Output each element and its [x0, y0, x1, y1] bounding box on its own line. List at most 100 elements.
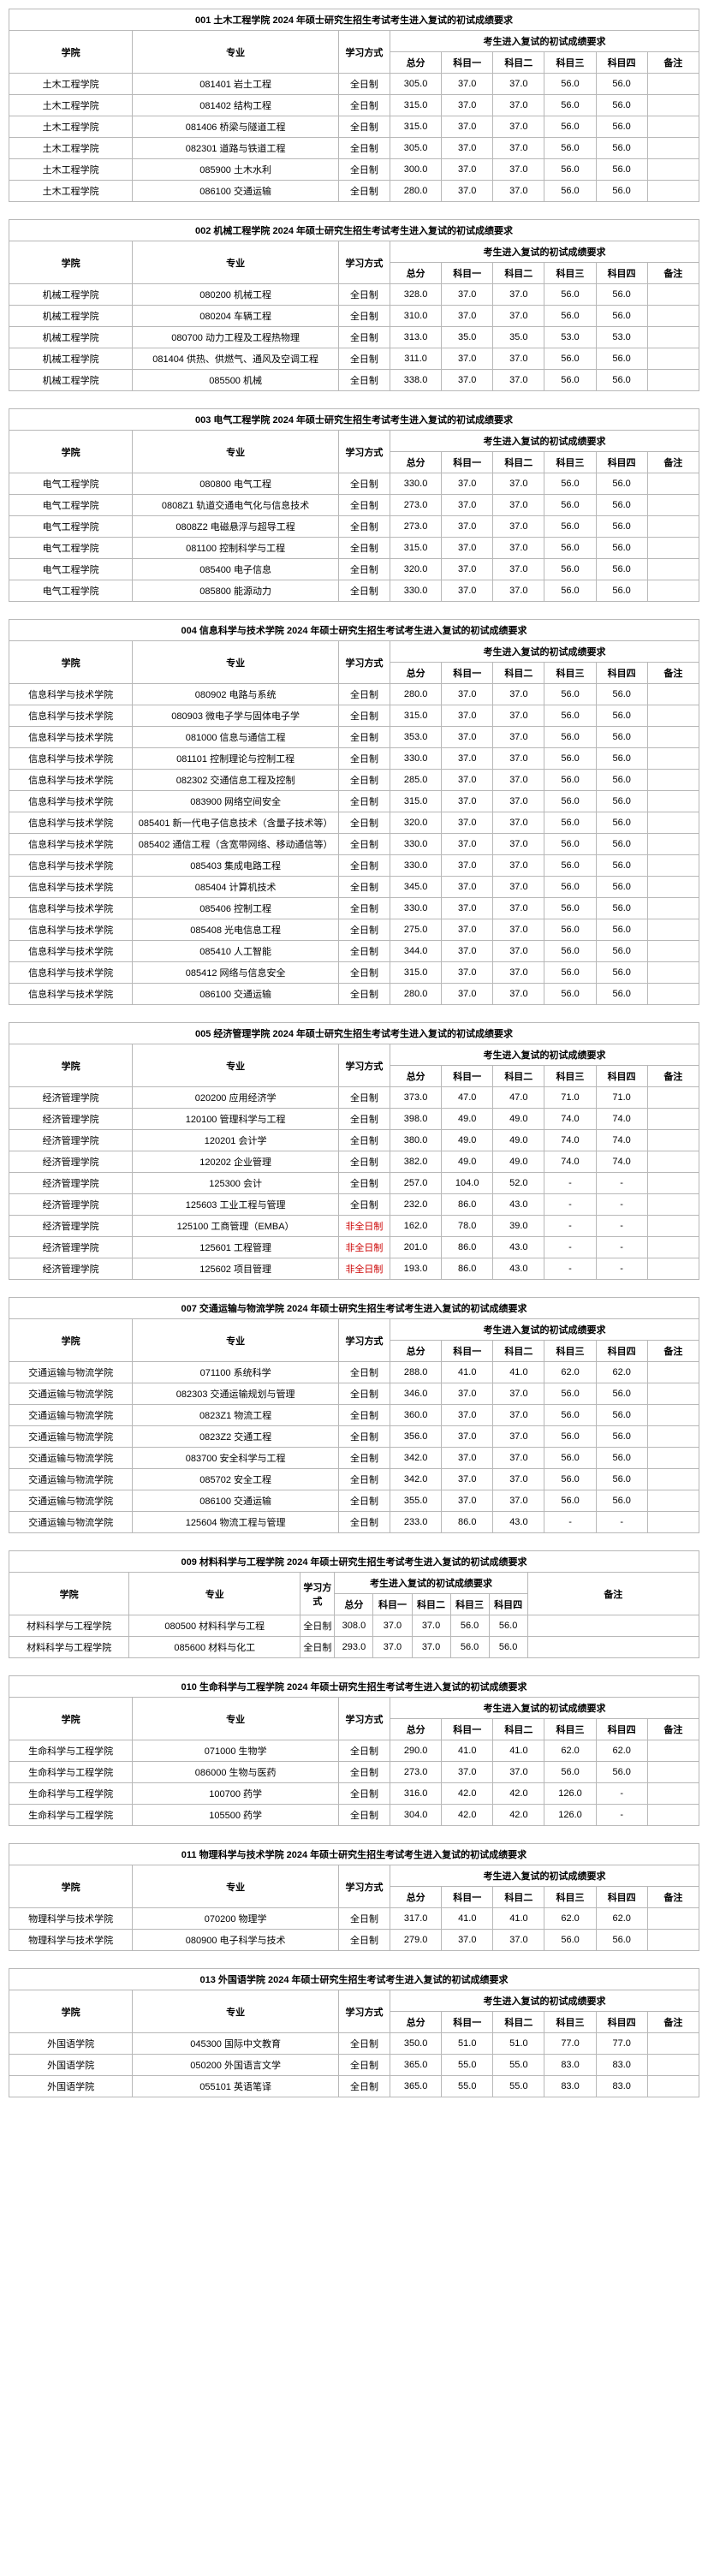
cell: 56.0: [544, 559, 596, 580]
cell: 经济管理学院: [9, 1237, 133, 1258]
cell: 086100 交通运输: [133, 1490, 339, 1512]
hdr-note: 备注: [647, 1341, 699, 1362]
score-table: 009 材料科学与工程学院 2024 年硕士研究生招生考试考生进入复试的初试成绩…: [9, 1550, 699, 1658]
table-row: 信息科学与技术学院085404 计算机技术全日制345.037.037.056.…: [9, 877, 699, 898]
cell: 全日制: [338, 1762, 390, 1783]
cell: 37.0: [442, 1448, 493, 1469]
cell: 37.0: [493, 348, 544, 370]
hdr-s2: 科目二: [493, 52, 544, 74]
cell: [647, 962, 699, 984]
cell: 机械工程学院: [9, 284, 133, 306]
cell: 257.0: [390, 1173, 442, 1194]
cell: 材料科学与工程学院: [9, 1615, 129, 1637]
cell: 125603 工业工程与管理: [133, 1194, 339, 1216]
cell: 信息科学与技术学院: [9, 770, 133, 791]
table-row: 信息科学与技术学院081101 控制理论与控制工程全日制330.037.037.…: [9, 748, 699, 770]
cell: 37.0: [412, 1615, 450, 1637]
cell: 37.0: [493, 284, 544, 306]
table-row: 电气工程学院0808Z2 电磁悬浮与超导工程全日制273.037.037.056…: [9, 516, 699, 538]
cell: 交通运输与物流学院: [9, 1512, 133, 1533]
cell: 382.0: [390, 1151, 442, 1173]
table-row: 信息科学与技术学院080903 微电子学与固体电子学全日制315.037.037…: [9, 705, 699, 727]
cell: 56.0: [596, 370, 647, 391]
cell: 120100 管理科学与工程: [133, 1109, 339, 1130]
cell: [647, 74, 699, 95]
cell: 055101 英语笔译: [133, 2076, 339, 2097]
cell: 土木工程学院: [9, 138, 133, 159]
cell: 56.0: [596, 138, 647, 159]
hdr-req: 考生进入复试的初试成绩要求: [335, 1573, 527, 1594]
cell: [527, 1637, 699, 1658]
cell: 62.0: [544, 1740, 596, 1762]
cell: [647, 1362, 699, 1383]
cell: 83.0: [544, 2076, 596, 2097]
table-row: 交通运输与物流学院082303 交通运输规划与管理全日制346.037.037.…: [9, 1383, 699, 1405]
table-row: 交通运输与物流学院0823Z1 物流工程全日制360.037.037.056.0…: [9, 1405, 699, 1426]
hdr-s4: 科目四: [596, 663, 647, 684]
cell: 56.0: [544, 284, 596, 306]
cell: 37.0: [442, 1490, 493, 1512]
hdr-s1: 科目一: [442, 1719, 493, 1740]
cell: 43.0: [493, 1237, 544, 1258]
cell: 74.0: [596, 1151, 647, 1173]
table-row: 交通运输与物流学院071100 系统科学全日制288.041.041.062.0…: [9, 1362, 699, 1383]
hdr-note: 备注: [647, 1066, 699, 1087]
hdr-note: 备注: [647, 1887, 699, 1908]
hdr-req: 考生进入复试的初试成绩要求: [390, 1698, 699, 1719]
cell: -: [596, 1237, 647, 1258]
cell: [647, 791, 699, 812]
cell: 56.0: [489, 1615, 527, 1637]
cell: 56.0: [544, 95, 596, 116]
cell: -: [544, 1512, 596, 1533]
cell: 37.0: [442, 538, 493, 559]
cell: 37.0: [442, 962, 493, 984]
cell: 56.0: [596, 181, 647, 202]
cell: [647, 1512, 699, 1533]
hdr-total: 总分: [390, 452, 442, 473]
cell: 56.0: [544, 1383, 596, 1405]
hdr-req: 考生进入复试的初试成绩要求: [390, 641, 699, 663]
cell: -: [544, 1216, 596, 1237]
cell: 56.0: [544, 705, 596, 727]
table-row: 机械工程学院080700 动力工程及工程热物理全日制313.035.035.05…: [9, 327, 699, 348]
cell: 56.0: [596, 1930, 647, 1951]
cell: [647, 1805, 699, 1826]
cell: 全日制: [338, 580, 390, 602]
cell: 086000 生物与医药: [133, 1762, 339, 1783]
cell: 电气工程学院: [9, 495, 133, 516]
cell: 全日制: [338, 984, 390, 1005]
cell: [647, 898, 699, 919]
table-title: 010 生命科学与工程学院 2024 年硕士研究生招生考试考生进入复试的初试成绩…: [9, 1676, 699, 1698]
cell: 273.0: [390, 516, 442, 538]
cell: 56.0: [544, 495, 596, 516]
score-table: 004 信息科学与技术学院 2024 年硕士研究生招生考试考生进入复试的初试成绩…: [9, 619, 699, 1005]
cell: 41.0: [442, 1740, 493, 1762]
cell: -: [596, 1216, 647, 1237]
cell: 380.0: [390, 1130, 442, 1151]
cell: 37.0: [493, 984, 544, 1005]
cell: 56.0: [596, 580, 647, 602]
cell: [647, 1173, 699, 1194]
cell: 全日制: [338, 348, 390, 370]
cell: 288.0: [390, 1362, 442, 1383]
cell: 070200 物理学: [133, 1908, 339, 1930]
table-row: 机械工程学院080204 车辆工程全日制310.037.037.056.056.…: [9, 306, 699, 327]
cell: 56.0: [544, 348, 596, 370]
table-row: 信息科学与技术学院085402 通信工程（含宽带网络、移动通信等）全日制330.…: [9, 834, 699, 855]
cell: [647, 705, 699, 727]
cell: 全日制: [338, 559, 390, 580]
cell: 56.0: [544, 984, 596, 1005]
cell: 全日制: [338, 1930, 390, 1951]
cell: [647, 327, 699, 348]
cell: 081401 岩土工程: [133, 74, 339, 95]
cell: 081404 供热、供燃气、通风及空调工程: [133, 348, 339, 370]
cell: [647, 2033, 699, 2055]
cell: 083900 网络空间安全: [133, 791, 339, 812]
cell: 56.0: [596, 559, 647, 580]
cell: 信息科学与技术学院: [9, 898, 133, 919]
cell: 全日制: [338, 1109, 390, 1130]
cell: [527, 1615, 699, 1637]
cell: 信息科学与技术学院: [9, 812, 133, 834]
cell: 193.0: [390, 1258, 442, 1280]
table-row: 经济管理学院125100 工商管理（EMBA）非全日制162.078.039.0…: [9, 1216, 699, 1237]
